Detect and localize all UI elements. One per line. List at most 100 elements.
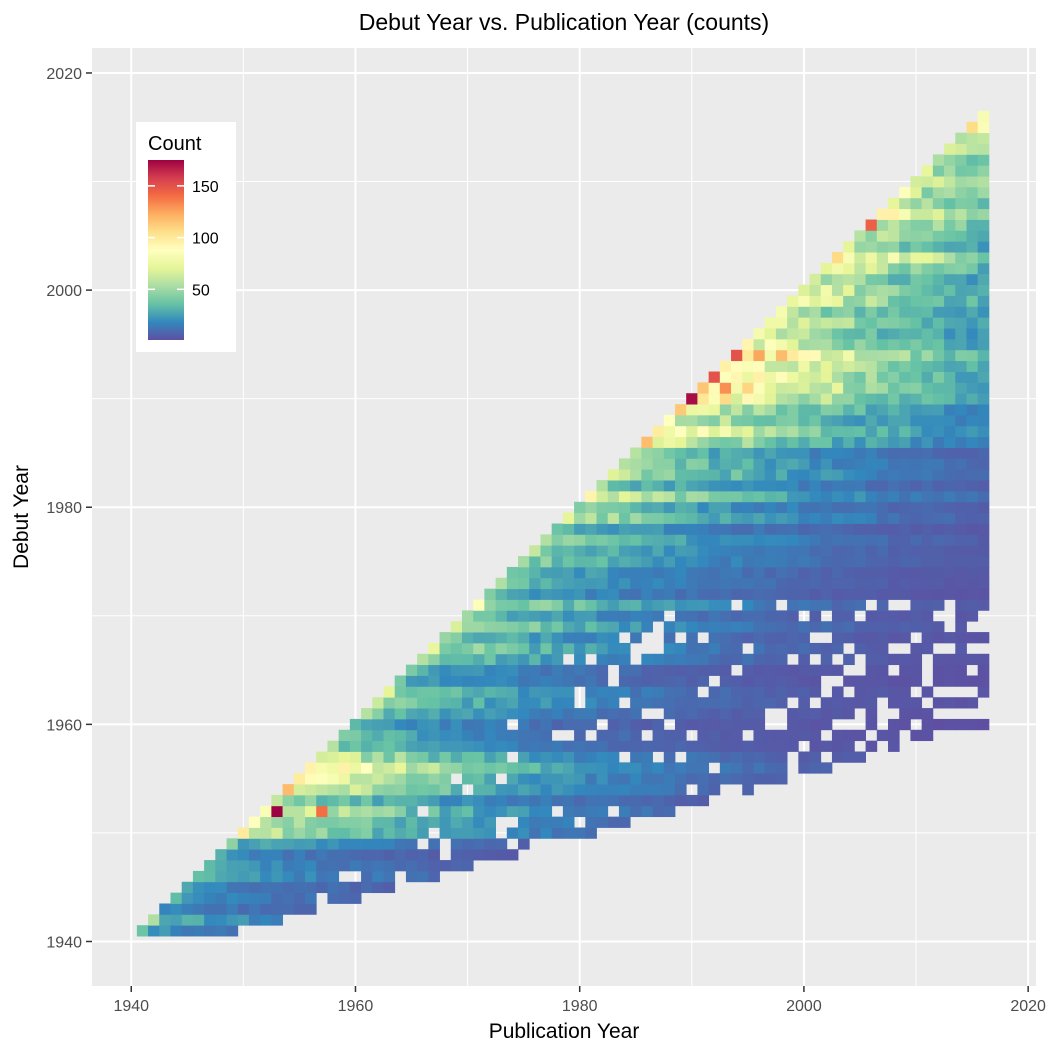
heatmap-cell <box>630 664 642 676</box>
heatmap-cell <box>764 642 777 655</box>
heatmap-cell <box>932 186 945 199</box>
heatmap-cell <box>394 784 407 796</box>
heatmap-cell <box>473 718 485 731</box>
heatmap-cell <box>742 338 754 351</box>
heatmap-cell <box>518 675 530 687</box>
heatmap-cell <box>338 794 351 807</box>
heatmap-cell <box>764 632 777 644</box>
heatmap-cell <box>944 186 956 199</box>
heatmap-cell <box>820 512 833 524</box>
heatmap-cell <box>932 262 945 275</box>
heatmap-cell <box>215 849 227 861</box>
heatmap-cell <box>955 599 967 611</box>
heatmap-cell <box>372 740 384 752</box>
heatmap-cell <box>910 523 923 535</box>
heatmap-cell <box>977 404 990 416</box>
heatmap-cell <box>910 295 923 307</box>
heatmap-cell <box>674 729 687 742</box>
heatmap-cell <box>518 556 530 568</box>
heatmap-cell <box>562 534 575 546</box>
heatmap-cell <box>237 849 250 861</box>
heatmap-cell <box>977 718 990 731</box>
heatmap-cell <box>305 805 317 818</box>
heatmap-cell <box>495 610 508 622</box>
heatmap-cell <box>888 219 900 231</box>
heatmap-cell <box>248 903 261 915</box>
heatmap-cell <box>787 512 799 524</box>
heatmap-cell <box>742 458 754 470</box>
heatmap-cell <box>607 642 620 655</box>
heatmap-cell <box>775 306 788 318</box>
heatmap-cell <box>574 784 586 796</box>
heatmap-cell <box>719 664 732 676</box>
heatmap-cell <box>181 881 194 894</box>
heatmap-cell <box>495 762 508 774</box>
heatmap-cell <box>484 675 497 687</box>
heatmap-cell <box>551 577 564 590</box>
heatmap-cell <box>338 881 351 894</box>
heatmap-cell <box>529 751 541 763</box>
heatmap-cell <box>529 740 541 752</box>
heatmap-cell <box>461 762 474 774</box>
heatmap-cell <box>495 794 508 807</box>
heatmap-cell <box>652 718 665 731</box>
heatmap-cell <box>585 773 597 785</box>
heatmap-cell <box>742 599 754 611</box>
heatmap-cell <box>607 523 620 535</box>
heatmap-cell <box>484 664 497 676</box>
heatmap-cell <box>876 566 889 579</box>
heatmap-cell <box>719 534 732 546</box>
heatmap-cell <box>865 458 878 470</box>
heatmap-cell <box>843 371 855 383</box>
heatmap-cell <box>461 860 474 872</box>
heatmap-cell <box>473 686 485 698</box>
heatmap-cell <box>529 675 541 687</box>
heatmap-cell <box>876 675 889 687</box>
heatmap-cell <box>585 512 597 524</box>
heatmap-cell <box>831 317 844 329</box>
heatmap-cell <box>562 621 575 633</box>
heatmap-cell <box>843 632 855 644</box>
heatmap-cell <box>652 534 665 546</box>
heatmap-cell <box>865 382 878 394</box>
heatmap-cell <box>809 382 822 394</box>
heatmap-cell <box>775 751 788 763</box>
heatmap-cell <box>204 860 216 872</box>
heatmap-cell <box>327 794 340 807</box>
heatmap-cell <box>888 328 900 340</box>
heatmap-cell <box>977 165 990 177</box>
heatmap-cell <box>439 794 452 807</box>
heatmap-cell <box>843 675 855 687</box>
heatmap-cell <box>361 827 373 839</box>
heatmap-cell <box>529 577 541 590</box>
heatmap-cell <box>551 762 564 774</box>
heatmap-cell <box>764 751 777 763</box>
heatmap-cell <box>663 599 676 611</box>
heatmap-cell <box>865 219 878 231</box>
heatmap-cell <box>361 773 373 785</box>
heatmap-cell <box>944 523 956 535</box>
heatmap-cell <box>226 914 239 926</box>
heatmap-cell <box>854 241 866 253</box>
heatmap-cell <box>966 371 979 383</box>
heatmap-cell <box>831 740 844 752</box>
heatmap-cell <box>955 197 967 210</box>
heatmap-cell <box>484 697 497 709</box>
heatmap-cell <box>405 740 418 752</box>
heatmap-cell <box>820 523 833 535</box>
heatmap-cell <box>798 317 810 329</box>
heatmap-cell <box>574 762 586 774</box>
heatmap-cell <box>775 686 788 698</box>
heatmap-cell <box>562 784 575 796</box>
legend-colorbar <box>148 160 184 340</box>
heatmap-cell <box>574 632 586 644</box>
heatmap-cell <box>831 664 844 676</box>
heatmap-cell <box>394 675 407 687</box>
heatmap-cell <box>562 827 575 839</box>
heatmap-cell <box>843 349 855 362</box>
heatmap-cell <box>697 404 710 416</box>
heatmap-cell <box>305 849 317 861</box>
heatmap-cell <box>899 480 911 492</box>
heatmap-cell <box>529 729 541 742</box>
heatmap-cell <box>731 751 743 763</box>
